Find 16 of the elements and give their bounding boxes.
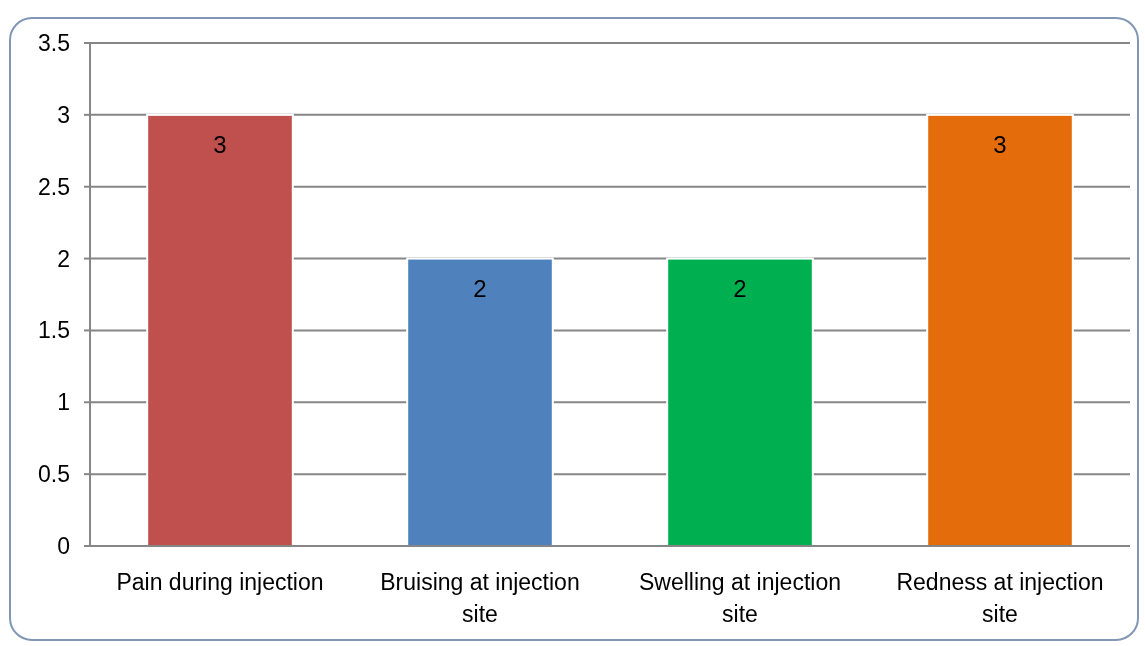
x-tick-label: Swelling at injection site [638,569,842,627]
y-tick-label: 0.5 [38,461,70,488]
data-label: 2 [473,274,487,302]
x-tick-label: Pain during injection [116,569,324,595]
x-tick-label: Bruising at injection site [380,569,580,627]
y-tick-label: 3.5 [38,30,70,56]
y-tick-label: 2 [57,245,70,272]
data-label: 2 [733,274,747,302]
x-tick-label: Redness at injection site [896,569,1104,627]
y-tick-label: 1 [57,389,70,416]
y-tick-label: 1.5 [38,317,70,344]
data-label: 3 [993,130,1007,158]
y-tick-label: 2.5 [38,173,70,200]
y-tick-label: 0 [57,533,70,559]
data-label: 3 [213,130,227,158]
y-tick-label: 3 [57,101,70,128]
